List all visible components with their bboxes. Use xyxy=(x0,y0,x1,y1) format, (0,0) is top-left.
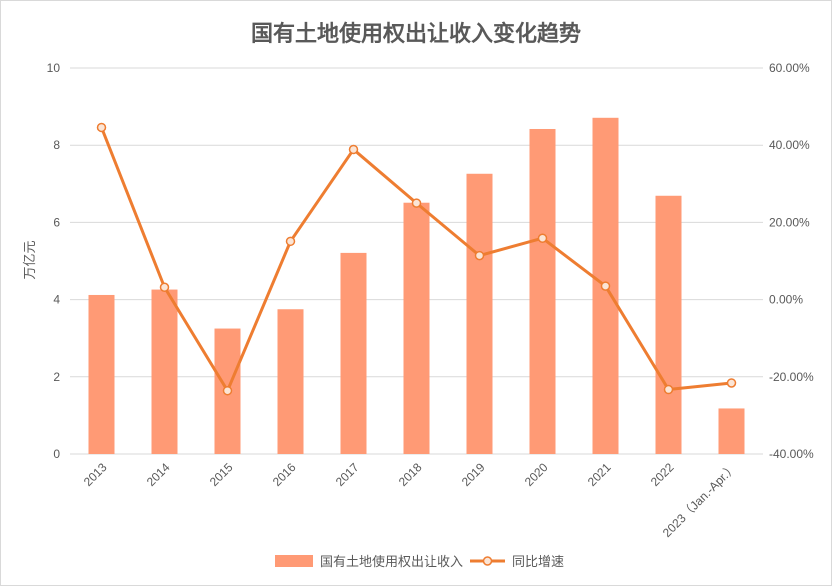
bar xyxy=(340,252,367,454)
y2-tick-label: -40.00% xyxy=(769,447,814,461)
bar xyxy=(151,289,178,454)
legend-line-marker xyxy=(482,556,493,566)
line-point xyxy=(285,236,296,247)
line-point xyxy=(159,282,170,292)
y2-tick-label: 60.00% xyxy=(769,61,810,75)
y-tick-label: 10 xyxy=(47,61,61,75)
left-axis-ticks: 0 2 4 6 8 10 xyxy=(47,61,61,461)
line-series xyxy=(96,122,737,396)
line-point xyxy=(537,233,548,243)
bar xyxy=(88,294,115,454)
line-point xyxy=(348,144,359,155)
legend-bar-swatch xyxy=(275,555,313,567)
bar xyxy=(529,128,556,454)
y2-tick-label: 0.00% xyxy=(769,293,803,307)
right-axis-ticks: -40.00% -20.00% 0.00% 20.00% 40.00% 60.00% xyxy=(769,61,814,461)
y2-tick-label: -20.00% xyxy=(769,370,814,384)
line-point xyxy=(663,384,674,395)
line-point xyxy=(222,385,233,396)
legend: 国有土地使用权出让收入 同比增速 xyxy=(275,554,564,570)
line-point xyxy=(726,378,737,388)
legend-line-label: 同比增速 xyxy=(512,555,564,570)
y2-tick-label: 40.00% xyxy=(769,138,810,152)
y-tick-label: 4 xyxy=(53,293,60,307)
bar-series xyxy=(88,117,745,455)
line-point xyxy=(600,281,611,291)
bar xyxy=(403,202,430,454)
line-point xyxy=(411,198,422,208)
y-tick-label: 6 xyxy=(53,215,60,229)
chart-title: 国有土地使用权出让收入变化趋势 xyxy=(251,21,581,47)
line-point xyxy=(96,122,107,133)
gridlines xyxy=(70,67,763,455)
y-axis-title: 万亿元 xyxy=(23,240,38,279)
bar xyxy=(718,408,745,454)
legend-bar-label: 国有土地使用权出让收入 xyxy=(320,554,463,570)
line-point xyxy=(474,250,485,261)
y-tick-label: 2 xyxy=(53,370,60,384)
y-tick-label: 0 xyxy=(53,447,60,461)
bar xyxy=(277,309,304,454)
y2-tick-label: 20.00% xyxy=(769,215,810,229)
bar xyxy=(655,195,682,455)
y-tick-label: 8 xyxy=(53,138,60,152)
bar xyxy=(466,173,493,454)
